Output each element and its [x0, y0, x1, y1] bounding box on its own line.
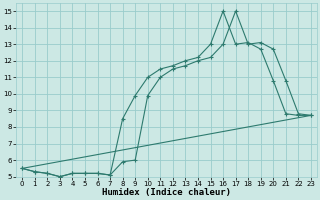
X-axis label: Humidex (Indice chaleur): Humidex (Indice chaleur) — [102, 188, 231, 197]
